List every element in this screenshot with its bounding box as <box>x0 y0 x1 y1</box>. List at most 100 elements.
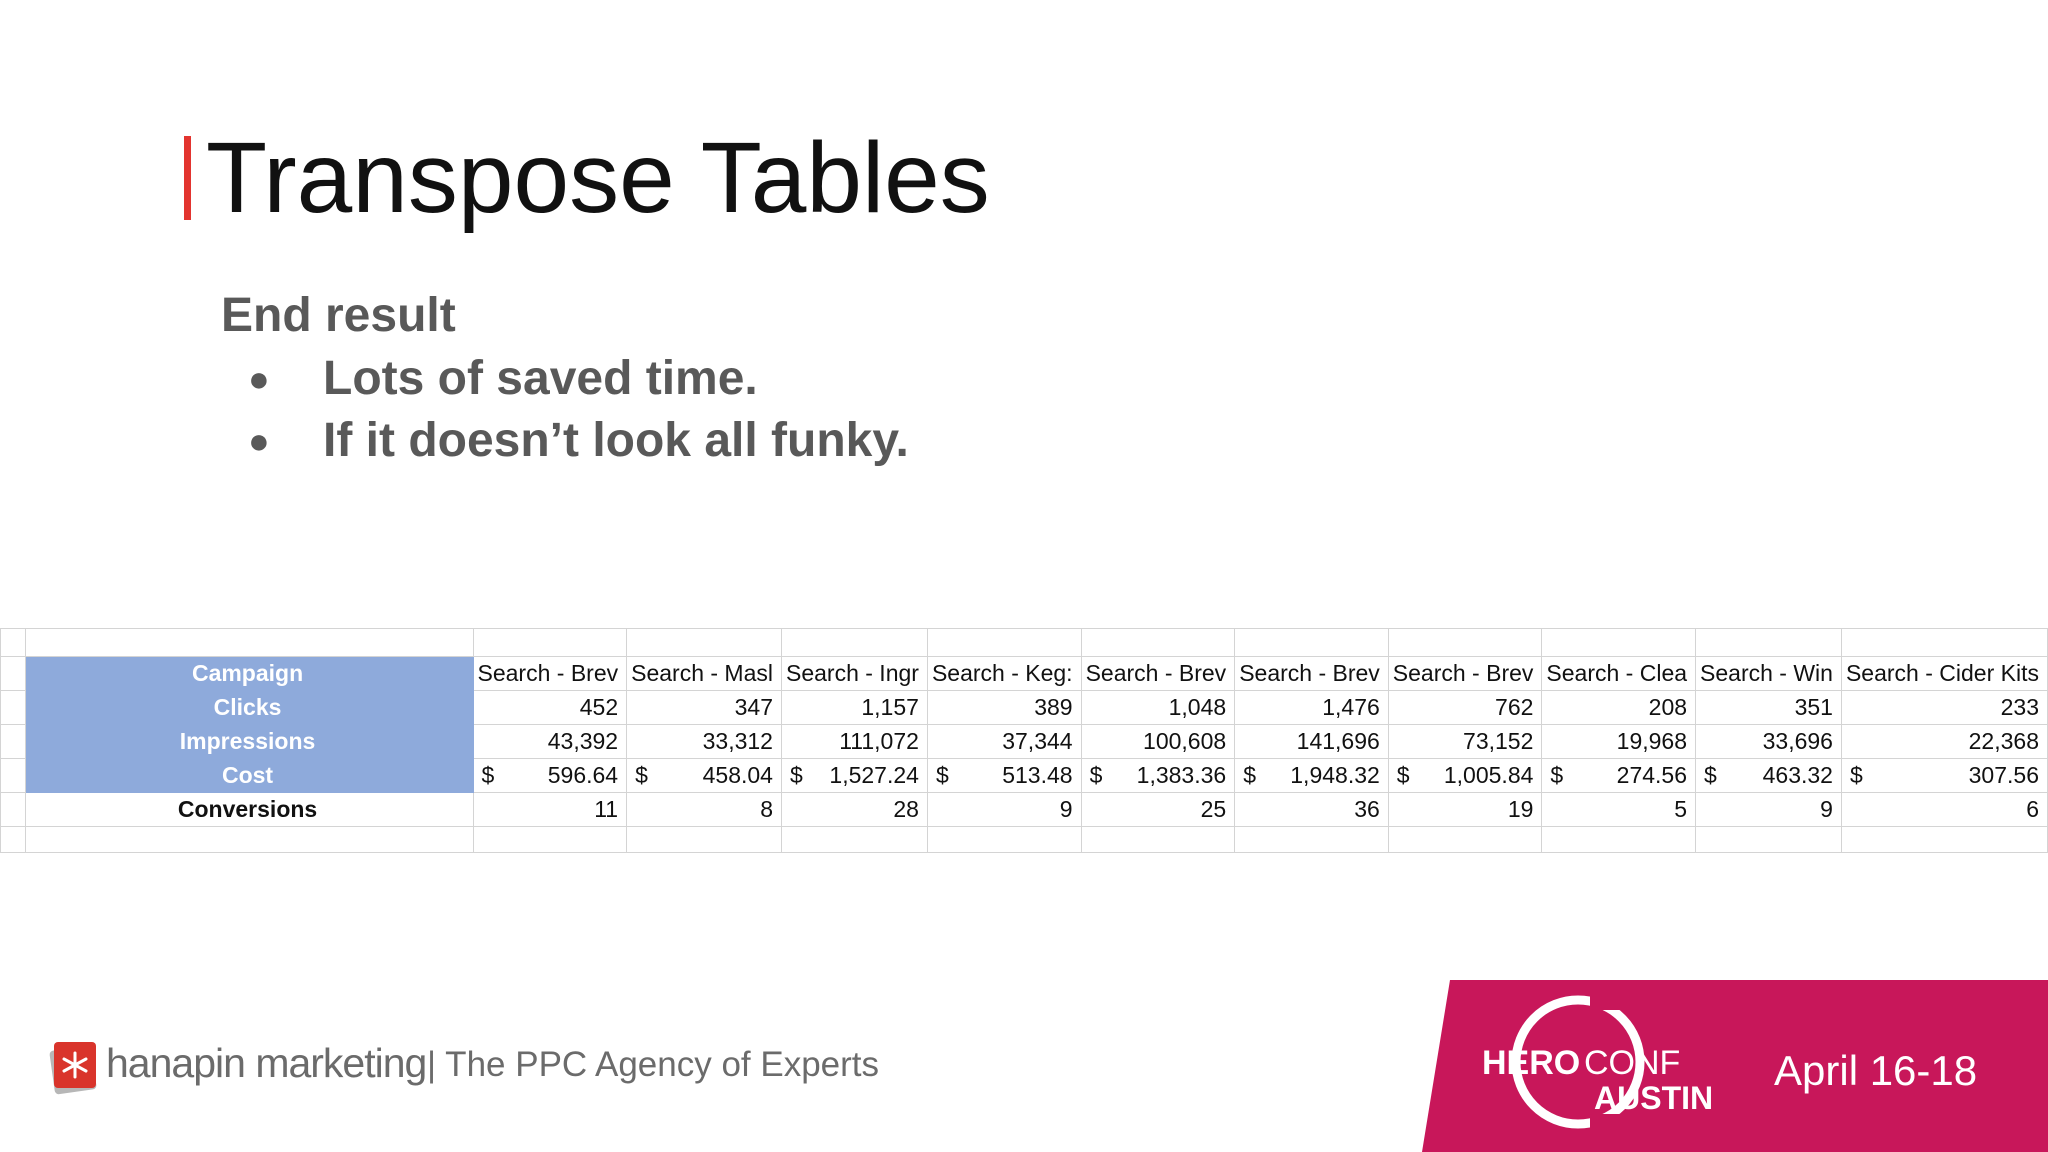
row-label: Impressions <box>24 724 474 759</box>
empty-cell <box>472 628 628 657</box>
campaign-cell: Search - Clea <box>1541 656 1697 691</box>
bullet-dot-icon: ● <box>248 420 270 461</box>
value-cell: 100,608 <box>1080 724 1236 759</box>
slide-title: Transpose Tables <box>206 122 990 234</box>
cost-cell: $1,005.84 <box>1387 758 1543 793</box>
cost-cell: $596.64 <box>472 758 628 793</box>
currency-symbol: $ <box>935 762 949 788</box>
value-cell: 19 <box>1387 792 1543 827</box>
cost-cell: $1,527.24 <box>780 758 928 793</box>
currency-symbol: $ <box>1704 762 1717 788</box>
bullet-text: Lots of saved time. <box>323 352 758 405</box>
currency-symbol: $ <box>1550 762 1564 788</box>
cost-value: 596.64 <box>547 762 619 788</box>
cost-value: 1,948.32 <box>1290 762 1380 788</box>
empty-cell <box>24 628 474 657</box>
empty-cell <box>0 826 26 853</box>
table-row: Clicks 452 347 1,157 389 1,048 1,476 762 208 351 2… <box>0 690 2048 725</box>
value-cell: 9 <box>926 792 1082 827</box>
value-cell: 208 <box>1541 690 1697 725</box>
currency-symbol: $ <box>1849 762 1863 788</box>
value-cell: 452 <box>472 690 628 725</box>
empty-cell <box>1234 628 1389 657</box>
campaign-cell: Search - Masl <box>626 656 782 691</box>
cost-value: 1,527.24 <box>829 762 919 788</box>
campaign-cell: Search - Ingr <box>780 656 928 691</box>
value-cell: 8 <box>626 792 782 827</box>
currency-symbol: $ <box>481 762 495 788</box>
empty-cell <box>1541 628 1697 657</box>
cost-cell: $1,383.36 <box>1080 758 1236 793</box>
blank-row <box>0 826 2048 853</box>
row-header-cell <box>0 792 26 827</box>
empty-cell <box>1387 826 1543 853</box>
value-cell: 25 <box>1080 792 1236 827</box>
empty-cell <box>1840 628 2048 657</box>
empty-cell <box>1080 826 1236 853</box>
row-label: Conversions <box>24 792 474 827</box>
value-cell: 1,048 <box>1080 690 1236 725</box>
value-cell: 762 <box>1387 690 1543 725</box>
campaign-cell: Search - Brev <box>1234 656 1389 691</box>
value-cell: 351 <box>1695 690 1842 725</box>
blank-row <box>0 628 2048 657</box>
currency-symbol: $ <box>1396 762 1410 788</box>
cost-value: 1,005.84 <box>1443 762 1534 788</box>
empty-cell <box>24 826 474 853</box>
row-header-cell <box>0 758 26 793</box>
currency-symbol: $ <box>635 762 648 788</box>
brand-tagline: | The PPC Agency of Experts <box>427 1045 880 1084</box>
value-cell: 36 <box>1234 792 1389 827</box>
value-cell: 28 <box>780 792 928 827</box>
value-cell: 33,312 <box>626 724 782 759</box>
currency-symbol: $ <box>1089 762 1103 788</box>
cost-cell: $463.32 <box>1695 758 1842 793</box>
empty-cell <box>1695 826 1842 853</box>
table-row: Conversions 11 8 28 9 25 36 19 5 9 6 <box>0 792 2048 827</box>
value-cell: 73,152 <box>1387 724 1543 759</box>
empty-cell <box>1234 826 1389 853</box>
title-accent-bar <box>184 136 191 220</box>
currency-symbol: $ <box>789 762 803 788</box>
empty-cell <box>626 826 782 853</box>
campaign-cell: Search - Brev <box>1387 656 1543 691</box>
cost-cell: $307.56 <box>1840 758 2048 793</box>
empty-cell <box>0 628 26 657</box>
heroconf-hero-text: HERO <box>1482 1044 1581 1082</box>
table-row: Campaign Search - Brev Search - Masl Search… <box>0 656 2048 691</box>
value-cell: 389 <box>926 690 1082 725</box>
cost-value: 1,383.36 <box>1136 762 1227 788</box>
campaign-cell: Search - Keg: <box>926 656 1082 691</box>
bullet-text: If it doesn’t look all funky. <box>323 414 909 467</box>
campaign-cell: Search - Cider Kits <box>1840 656 2048 691</box>
value-cell: 22,368 <box>1840 724 2048 759</box>
cost-cell: $274.56 <box>1541 758 1697 793</box>
heroconf-city-text: AUSTIN <box>1594 1080 1714 1116</box>
value-cell: 141,696 <box>1234 724 1389 759</box>
value-cell: 111,072 <box>780 724 928 759</box>
empty-cell <box>1387 628 1543 657</box>
brand-name: hanapin marketing <box>106 1040 427 1086</box>
empty-cell <box>472 826 628 853</box>
empty-cell <box>780 628 928 657</box>
value-cell: 9 <box>1695 792 1842 827</box>
value-cell: 5 <box>1541 792 1697 827</box>
campaign-cell: Search - Brev <box>472 656 628 691</box>
value-cell: 43,392 <box>472 724 628 759</box>
cost-value: 307.56 <box>1968 762 2039 788</box>
empty-cell <box>1080 628 1236 657</box>
row-label: Campaign <box>24 656 474 691</box>
value-cell: 19,968 <box>1541 724 1697 759</box>
bullet-dot-icon: ● <box>248 358 270 399</box>
subheading: End result <box>221 289 456 342</box>
heroconf-banner <box>1422 980 2048 1152</box>
transposed-table: Campaign Search - Brev Search - Masl Search… <box>0 628 2048 853</box>
table-row: Cost $596.64 $458.04 $1,527.24 $513.48 $1,383… <box>0 758 2048 793</box>
campaign-cell: Search - Win <box>1695 656 1842 691</box>
row-header-cell <box>0 724 26 759</box>
row-header-cell <box>0 690 26 725</box>
spreadsheet: Campaign Search - Brev Search - Masl Search… <box>0 628 2048 860</box>
row-header-cell <box>0 656 26 691</box>
currency-symbol: $ <box>1243 762 1256 788</box>
cost-cell: $513.48 <box>926 758 1082 793</box>
